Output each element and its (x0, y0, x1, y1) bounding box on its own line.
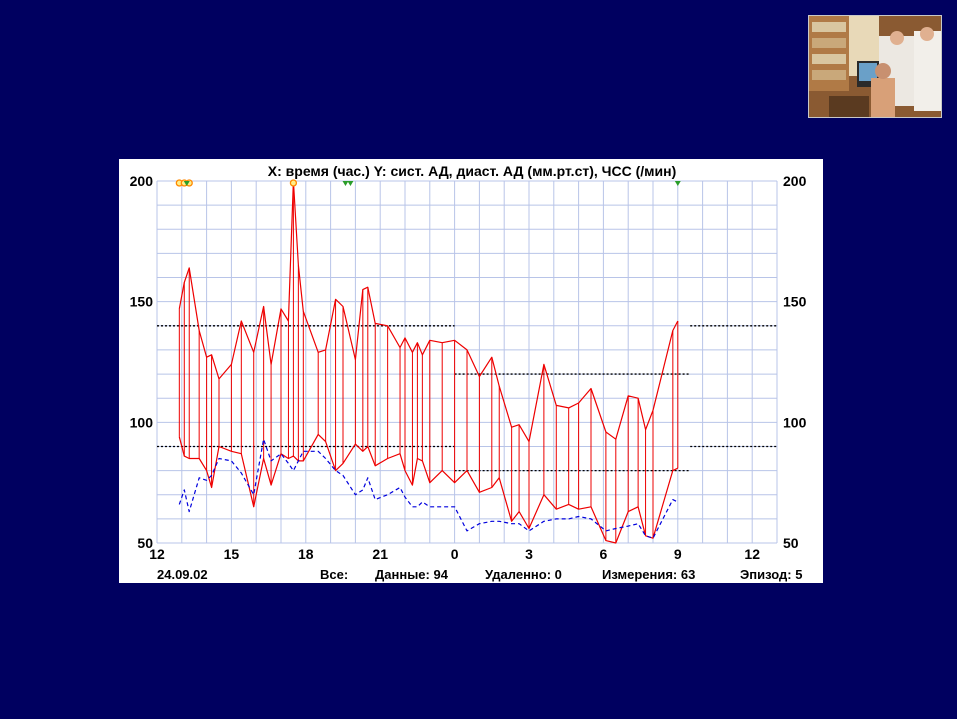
y-tick-label-left: 200 (130, 173, 154, 189)
x-tick-label: 21 (372, 546, 388, 562)
footer-measurements: Измерения: 63 (602, 567, 695, 582)
y-tick-label-left: 100 (130, 414, 154, 430)
y-tick-labels-left: 50 100 150 200 (130, 173, 154, 551)
footer-data: Данные: 94 (375, 567, 449, 582)
y-tick-label-left: 150 (130, 294, 154, 310)
x-tick-label: 15 (224, 546, 240, 562)
x-tick-label: 3 (525, 546, 533, 562)
footer-all: Все: (320, 567, 348, 582)
x-tick-label: 18 (298, 546, 314, 562)
ambulatory-bp-chart: X: время (час.) Y: сист. АД, диаст. АД (… (130, 163, 807, 582)
y-tick-label-right: 100 (783, 414, 807, 430)
y-tick-label-right: 200 (783, 173, 807, 189)
footer-episode: Эпизод: 5 (740, 567, 802, 582)
chart-panel: X: время (час.) Y: сист. АД, диаст. АД (… (119, 159, 823, 583)
y-tick-label-right: 150 (783, 294, 807, 310)
chart-title: X: время (час.) Y: сист. АД, диаст. АД (… (268, 163, 676, 179)
doctors-photo (808, 15, 942, 118)
diastolic-line (178, 433, 679, 544)
x-tick-labels: 12 15 18 21 0 3 6 9 12 (149, 546, 760, 562)
x-tick-label: 12 (149, 546, 165, 562)
y-tick-labels-right: 50 100 150 200 (783, 173, 807, 551)
x-tick-label: 6 (600, 546, 608, 562)
event-marker-green (183, 181, 190, 186)
x-tick-label: 9 (674, 546, 682, 562)
x-tick-label: 0 (451, 546, 459, 562)
footer-deleted: Удаленно: 0 (485, 567, 562, 582)
event-marker-green (342, 181, 349, 186)
event-markers (175, 179, 681, 187)
series-lines (178, 180, 679, 544)
y-tick-label-left: 50 (137, 535, 153, 551)
event-marker-green (347, 181, 354, 186)
x-tick-label: 12 (744, 546, 760, 562)
bp-range-bars (178, 181, 679, 543)
y-tick-label-right: 50 (783, 535, 799, 551)
heart-rate-line (178, 438, 679, 539)
event-marker-orange (289, 179, 298, 187)
event-marker-green (674, 181, 681, 186)
systolic-line (178, 180, 679, 443)
date-label: 24.09.02 (157, 567, 208, 582)
